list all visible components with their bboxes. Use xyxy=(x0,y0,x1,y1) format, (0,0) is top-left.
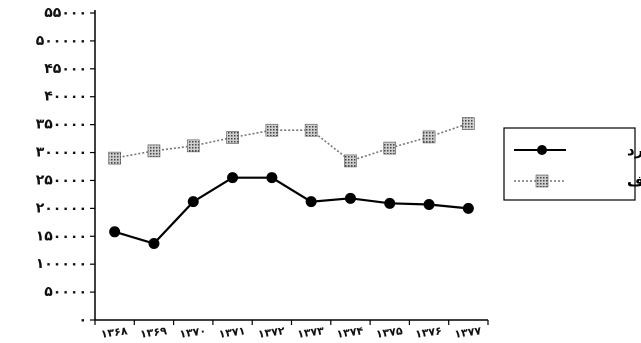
y-tick-label: ۳۰۰۰۰۰ xyxy=(36,145,87,161)
legend-marker xyxy=(535,174,549,188)
legend-label: هدف xyxy=(627,172,641,190)
data-point-marker xyxy=(383,141,397,155)
y-tick-label: ۱۵۰۰۰۰ xyxy=(36,228,87,244)
y-tick-label: ۲۰۰۰۰۰ xyxy=(36,200,87,216)
x-tick-label: ۱۳۷۲ xyxy=(257,324,286,341)
data-point-marker xyxy=(187,196,199,208)
data-point-marker xyxy=(108,151,121,165)
data-point-marker xyxy=(227,172,239,184)
data-point-marker xyxy=(422,130,436,144)
series-line-0 xyxy=(114,176,469,245)
data-point-marker xyxy=(147,144,161,158)
data-point-marker xyxy=(344,154,357,168)
y-tick-label: ۰ xyxy=(78,312,87,328)
y-tick-label: ۵۰۰۰۰۰ xyxy=(36,33,87,49)
data-point-marker xyxy=(305,196,317,208)
data-point-marker xyxy=(265,123,279,137)
data-point-marker xyxy=(266,172,278,184)
y-tick-label: ۵۵۰۰۰ xyxy=(44,5,87,21)
data-point-marker xyxy=(109,226,121,238)
data-point-marker xyxy=(384,197,396,209)
data-point-marker xyxy=(148,238,160,250)
legend-box xyxy=(503,127,636,201)
y-tick-label: ۵۰۰۰۰ xyxy=(44,284,87,300)
data-point-marker xyxy=(462,117,475,130)
x-tick-label: ۱۳۷۷ xyxy=(454,324,483,341)
x-tick-label: ۱۳۷۶ xyxy=(414,324,442,341)
data-point-marker xyxy=(226,131,239,144)
y-tick-label: ۱۰۰۰۰۰ xyxy=(36,256,87,272)
data-point-marker xyxy=(304,123,318,137)
y-tick-label: ۴۵۰۰۰ xyxy=(44,61,87,77)
x-tick-label: ۱۳۶۹ xyxy=(139,324,168,341)
y-tick-label: ۲۵۰۰۰۰ xyxy=(36,172,87,188)
x-tick-label: ۱۳۶۸ xyxy=(100,324,129,341)
x-tick-label: ۱۳۷۵ xyxy=(375,324,404,341)
legend-label: عملکرد xyxy=(627,141,641,159)
series-line-1 xyxy=(114,122,469,162)
y-tick-label: ۴۰۰۰۰ xyxy=(44,89,87,105)
legend-marker xyxy=(537,145,547,155)
x-tick-label: ۱۳۷۰ xyxy=(179,324,207,341)
y-tick-label: ۳۵۰۰۰۰ xyxy=(36,117,87,133)
x-tick-label: ۱۳۷۴ xyxy=(336,324,365,341)
data-point-marker xyxy=(186,139,200,153)
data-point-marker xyxy=(344,192,356,204)
data-point-marker xyxy=(423,198,435,210)
data-point-marker xyxy=(462,202,474,214)
x-tick-label: ۱۳۷۳ xyxy=(296,324,325,341)
x-tick-label: ۱۳۷۱ xyxy=(218,324,246,341)
